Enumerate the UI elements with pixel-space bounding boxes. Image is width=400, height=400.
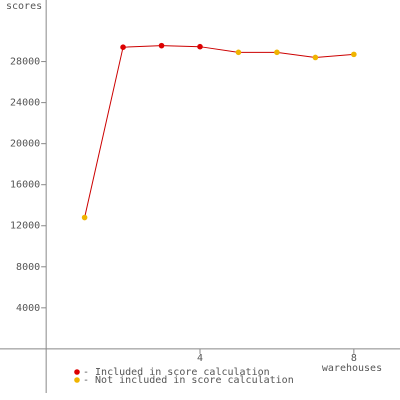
point	[235, 49, 242, 56]
point	[274, 49, 280, 56]
legend-marker	[74, 377, 80, 383]
line	[84, 45, 354, 218]
y-tick-label: 20000	[10, 139, 40, 150]
y-tick-label: 4000	[16, 303, 40, 314]
x-tick-label: 8	[351, 353, 357, 364]
point	[158, 42, 165, 49]
legend-label: - Included in score calculation	[83, 367, 270, 378]
legend-label: - Not included in score calculation	[83, 375, 294, 386]
point	[120, 44, 126, 51]
y-tick-label: 16000	[10, 180, 40, 191]
x-tick-label: 4	[197, 353, 203, 364]
y-tick-label: 8000	[16, 262, 40, 273]
x-axis-label: warehouses	[322, 363, 382, 374]
y-tick-label: 28000	[10, 57, 40, 68]
legend-marker	[74, 369, 80, 375]
point	[197, 43, 203, 50]
point	[351, 51, 357, 58]
y-tick-label: 12000	[10, 221, 40, 232]
y-tick-label: 24000	[10, 98, 40, 109]
y-axis-label: scores	[6, 1, 42, 12]
point	[81, 214, 88, 221]
point	[312, 54, 319, 61]
